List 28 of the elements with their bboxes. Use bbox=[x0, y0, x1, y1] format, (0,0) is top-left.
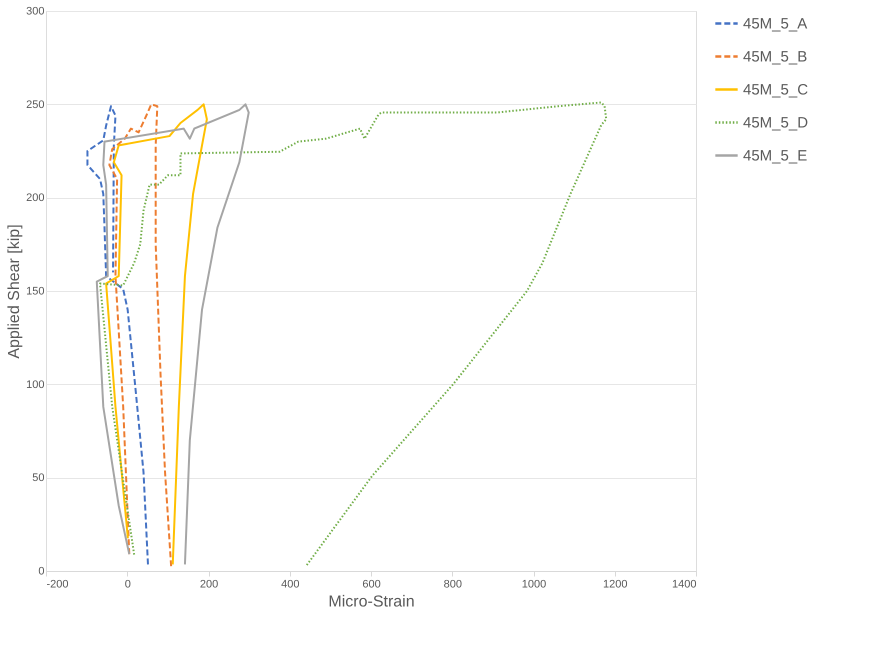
y-tick-label: 250 bbox=[26, 98, 44, 111]
line-series bbox=[108, 103, 172, 568]
x-tick-label: 1000 bbox=[522, 578, 546, 590]
x-tick-label: 600 bbox=[362, 578, 381, 590]
line-series bbox=[105, 103, 208, 566]
x-tick-label: -200 bbox=[46, 578, 69, 590]
legend-label: 45M_5_D bbox=[743, 114, 808, 132]
line-series bbox=[99, 101, 608, 568]
x-tick-label: 400 bbox=[281, 578, 300, 590]
line-series bbox=[96, 103, 250, 566]
y-tick-label: 150 bbox=[26, 286, 44, 298]
x-tick-label: 1400 bbox=[672, 578, 696, 590]
legend-label: 45M_5_A bbox=[743, 16, 808, 32]
x-axis-title: Micro-Strain bbox=[328, 594, 415, 610]
legend-label: 45M_5_C bbox=[743, 82, 808, 98]
y-tick-label: 200 bbox=[26, 192, 44, 204]
line-series bbox=[86, 105, 149, 566]
y-tick-label: 0 bbox=[38, 566, 44, 578]
y-axis-title: Applied Shear [kip] bbox=[6, 224, 24, 359]
y-tick-label: 50 bbox=[32, 472, 44, 484]
y-tick-label: 300 bbox=[26, 6, 44, 18]
legend-label: 45M_5_E bbox=[743, 148, 808, 164]
x-tick-label: 0 bbox=[124, 578, 131, 590]
x-tick-label: 200 bbox=[200, 578, 218, 590]
x-tick-label: 1200 bbox=[603, 578, 628, 590]
y-tick-label: 100 bbox=[26, 378, 44, 391]
x-tick-label: 800 bbox=[444, 578, 462, 590]
legend-label: 45M_5_B bbox=[743, 48, 808, 66]
